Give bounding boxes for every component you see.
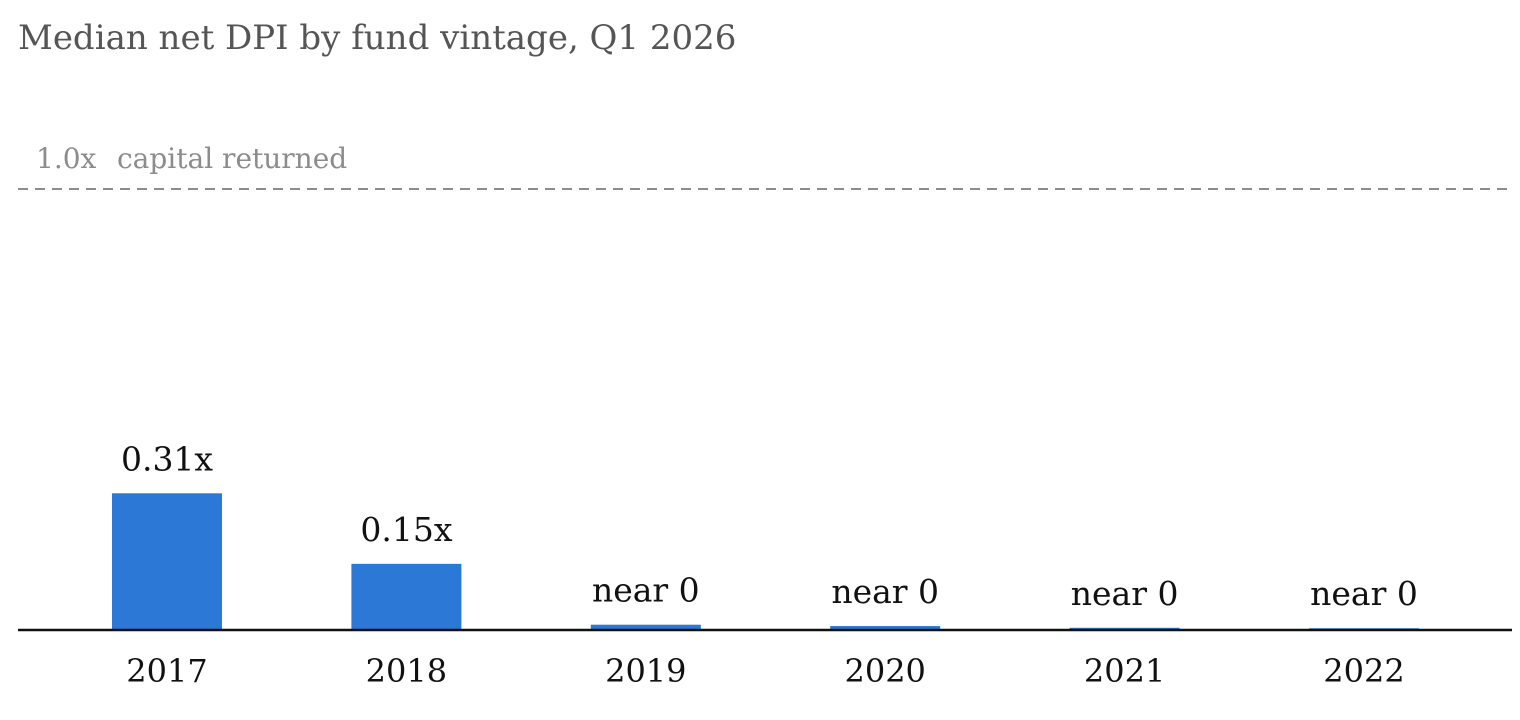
data-label-2019: near 0 (592, 571, 700, 610)
x-tick-label-2017: 2017 (126, 652, 207, 690)
data-label-2021: near 0 (1071, 574, 1179, 613)
data-label-2020: near 0 (831, 572, 939, 611)
bar-2017 (112, 493, 222, 630)
data-label-2022: near 0 (1310, 574, 1418, 613)
x-tick-label-2019: 2019 (605, 652, 686, 690)
x-tick-label-2018: 2018 (366, 652, 447, 690)
x-tick-label-2020: 2020 (844, 652, 925, 690)
x-tick-label-2022: 2022 (1323, 652, 1404, 690)
data-labels-group: 0.31x 0.15x near 0 near 0 near 0 near 0 (121, 439, 1418, 613)
x-tick-label-2021: 2021 (1084, 652, 1165, 690)
bar-2020 (830, 626, 941, 630)
reference-line-label: capital returned (117, 142, 347, 175)
x-tick-labels-group: 2017 2018 2019 2020 2021 2022 (126, 652, 1404, 690)
chart-title: Median net DPI by fund vintage, Q1 2026 (18, 18, 737, 58)
bar-2019 (590, 624, 701, 630)
reference-value-label: 1.0x (36, 142, 97, 175)
data-label-2017: 0.31x (121, 439, 213, 478)
data-label-2018: 0.15x (360, 510, 452, 549)
bars-group (112, 493, 1419, 630)
bar-2018 (351, 563, 462, 630)
